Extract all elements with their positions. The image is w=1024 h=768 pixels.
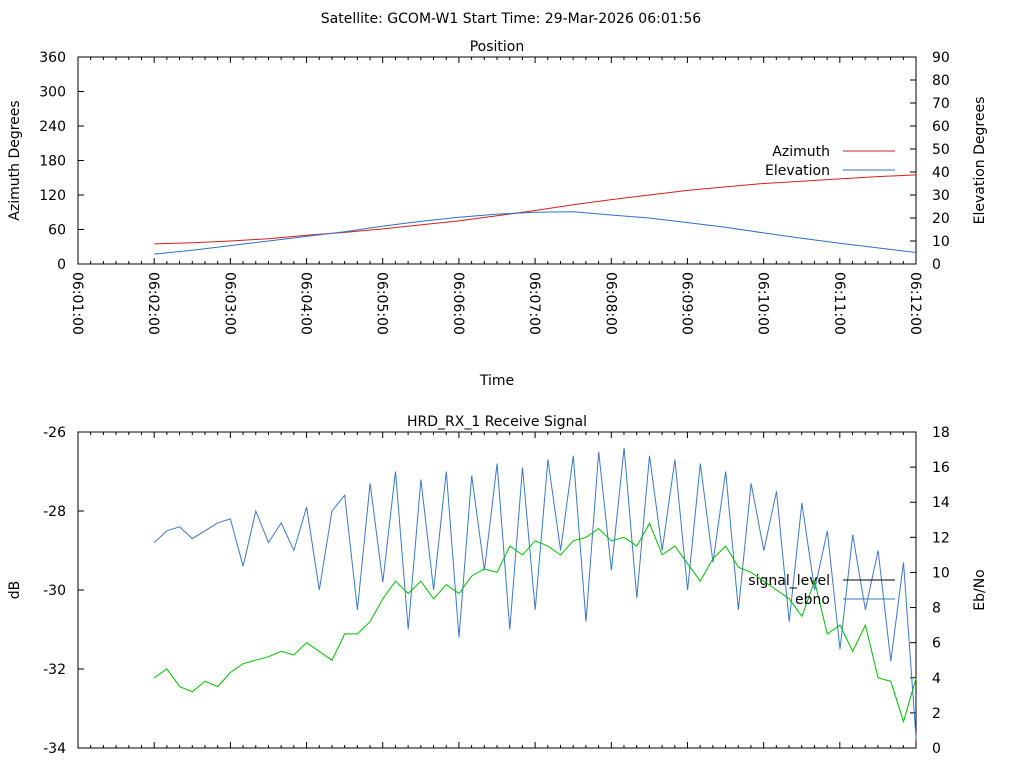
legend-label: Azimuth: [772, 144, 830, 160]
x-tick-label: 06:06:00: [450, 272, 466, 335]
series-line-signal_level: [153, 447, 917, 741]
y2-tick-label: 0: [932, 257, 941, 273]
y2-axis-label: Eb/No: [972, 569, 988, 611]
x-tick-label: 06:08:00: [602, 272, 618, 335]
legend-label: Elevation: [765, 163, 830, 179]
x-tick-label: 06:02:00: [145, 272, 161, 335]
y2-tick-label: 10: [932, 234, 950, 250]
y-tick-label: -28: [43, 504, 66, 520]
x-tick-label: 06:11:00: [831, 272, 847, 335]
y2-tick-label: 18: [932, 425, 950, 441]
chart-header-title: Satellite: GCOM-W1 Start Time: 29-Mar-20…: [321, 11, 701, 27]
y-tick-label: 0: [57, 257, 66, 273]
y2-tick-label: 0: [932, 741, 941, 757]
y-tick-label: -32: [43, 662, 66, 678]
y2-tick-label: 16: [932, 460, 950, 476]
y2-tick-label: 30: [932, 188, 950, 204]
plot-title: Position: [470, 39, 525, 55]
x-tick-label: 06:05:00: [374, 272, 390, 335]
y2-tick-label: 8: [932, 601, 941, 617]
y2-tick-label: 70: [932, 96, 950, 112]
y-tick-label: 240: [39, 119, 66, 135]
y2-tick-label: 20: [932, 211, 950, 227]
x-tick-label: 06:01:00: [69, 272, 85, 335]
y2-tick-label: 4: [932, 671, 941, 687]
y-tick-label: -30: [43, 583, 66, 599]
y2-tick-label: 80: [932, 73, 950, 89]
plot-border: [77, 56, 917, 265]
y-tick-label: 60: [48, 223, 66, 239]
y-tick-label: 360: [39, 50, 66, 66]
y-tick-label: 180: [39, 154, 66, 170]
series-line-elevation: [154, 211, 917, 255]
y2-tick-label: 50: [932, 142, 950, 158]
y-tick-label: 300: [39, 85, 66, 101]
y-tick-label: -34: [43, 741, 66, 757]
x-tick-label: 06:09:00: [678, 272, 694, 335]
x-tick-label: 06:04:00: [298, 272, 314, 335]
plot-0: Position 06:01:00 06:02:00 06:03:00 06:04:00…: [7, 39, 988, 389]
x-tick-label: 06:12:00: [907, 272, 923, 335]
plot-title: HRD_RX_1 Receive Signal: [407, 414, 587, 430]
y-axis-label: dB: [7, 581, 23, 600]
plot-1: HRD_RX_1 Receive Signal -34 -32 -30 -28 -26 0 2…: [7, 414, 988, 757]
legend-label: ebno: [795, 592, 830, 608]
plot-border: [77, 431, 917, 749]
y2-tick-label: 90: [932, 50, 950, 66]
x-tick-label: 06:03:00: [221, 272, 237, 335]
y2-tick-label: 14: [932, 495, 950, 511]
y2-tick-label: 12: [932, 530, 950, 546]
y-tick-label: -26: [43, 425, 66, 441]
y2-tick-label: 10: [932, 565, 950, 581]
x-tick-label: 06:07:00: [526, 272, 542, 335]
series-line-azimuth: [154, 174, 917, 245]
series-line-ebno: [153, 522, 917, 724]
x-tick-label: 06:10:00: [755, 272, 771, 335]
x-axis-label: Time: [479, 373, 514, 389]
y-axis-label: Azimuth Degrees: [7, 100, 23, 220]
y2-tick-label: 60: [932, 119, 950, 135]
legend-label: signal_level: [748, 573, 830, 589]
y2-axis-label: Elevation Degrees: [972, 97, 988, 225]
y-tick-label: 120: [39, 188, 66, 204]
y2-tick-label: 40: [932, 165, 950, 181]
y2-tick-label: 6: [932, 636, 941, 652]
y2-tick-label: 2: [932, 706, 941, 722]
